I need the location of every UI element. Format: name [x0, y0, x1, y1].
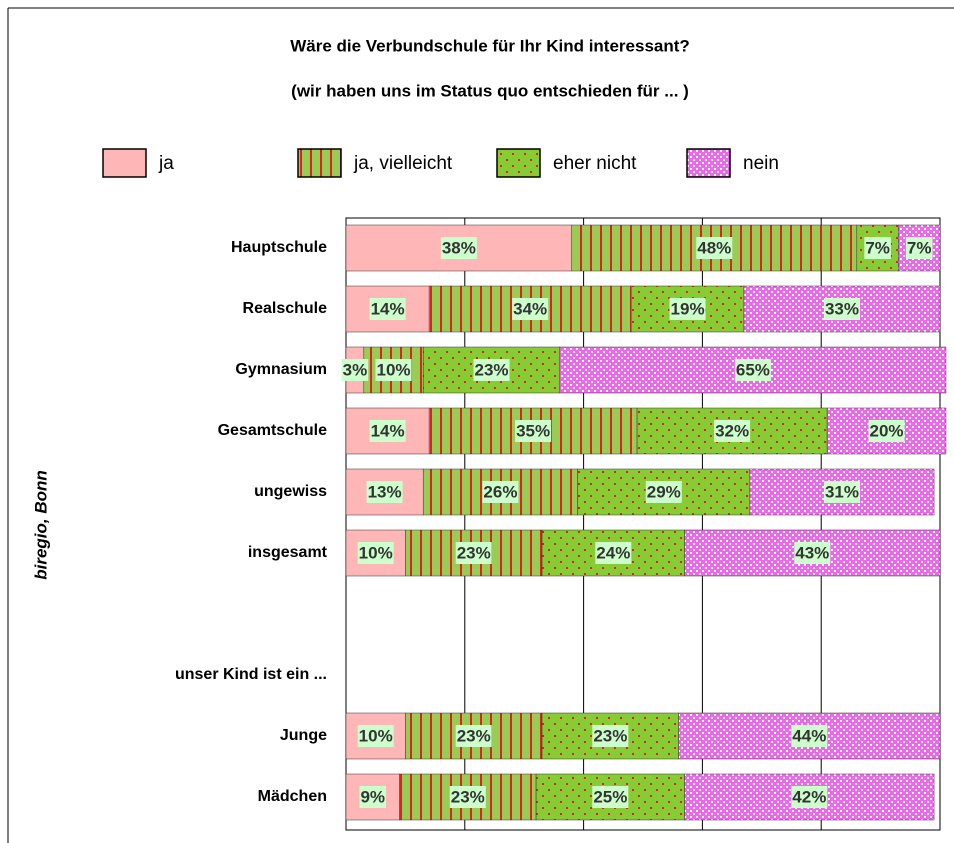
category-label: Gymnasium	[235, 361, 327, 378]
value-label: 23%	[593, 726, 627, 745]
legend-swatch	[297, 148, 342, 178]
label-bg	[359, 786, 387, 808]
label-bg	[369, 420, 406, 442]
value-label: 43%	[795, 543, 829, 562]
label-bg	[905, 237, 933, 259]
value-label: 23%	[457, 726, 491, 745]
label-bg	[791, 786, 828, 808]
value-label: 9%	[360, 787, 385, 806]
legend-swatch	[686, 148, 731, 178]
category-label: Gesamtschule	[218, 422, 327, 439]
label-bg	[696, 237, 733, 259]
label-bg	[455, 725, 492, 747]
value-label: 20%	[870, 421, 904, 440]
legend-label: eher nicht	[553, 153, 637, 174]
label-bg	[512, 298, 549, 320]
label-bg	[375, 359, 412, 381]
category-label: ungewiss	[254, 483, 327, 500]
category-label: insgesamt	[248, 544, 328, 561]
legend-label: ja	[158, 153, 174, 174]
label-bg	[473, 359, 510, 381]
value-label: 19%	[671, 299, 705, 318]
value-label: 26%	[483, 482, 517, 501]
label-bg	[794, 542, 831, 564]
label-bg	[366, 481, 403, 503]
legend-label: nein	[743, 153, 779, 174]
value-label: 10%	[359, 543, 393, 562]
value-label: 23%	[457, 543, 491, 562]
value-label: 25%	[593, 787, 627, 806]
value-label: 24%	[596, 543, 630, 562]
value-label: 14%	[371, 421, 405, 440]
label-bg	[440, 237, 477, 259]
label-bg	[515, 420, 552, 442]
legend-label: ja, vielleicht	[353, 153, 453, 174]
label-bg	[482, 481, 519, 503]
value-label: 44%	[792, 726, 826, 745]
label-bg	[868, 420, 905, 442]
category-label: Hauptschule	[231, 239, 327, 256]
label-bg	[595, 542, 632, 564]
value-label: 31%	[825, 482, 859, 501]
label-bg	[592, 786, 629, 808]
value-label: 48%	[697, 238, 731, 257]
label-bg	[645, 481, 682, 503]
value-label: 14%	[371, 299, 405, 318]
value-label: 10%	[359, 726, 393, 745]
category-label: Junge	[280, 727, 327, 744]
label-bg	[823, 298, 861, 320]
value-label: 23%	[451, 787, 485, 806]
value-label: 7%	[865, 238, 890, 257]
annotation: biregio, Bonn	[31, 470, 50, 580]
chart-title: Wäre die Verbundschule für Ihr Kind inte…	[290, 36, 690, 55]
value-label: 7%	[907, 238, 932, 257]
value-label: 33%	[825, 299, 859, 318]
label-bg	[669, 298, 706, 320]
label-bg	[357, 725, 394, 747]
value-label: 32%	[715, 421, 749, 440]
label-bg	[369, 298, 406, 320]
category-label: Mädchen	[258, 788, 327, 805]
value-label: 13%	[368, 482, 402, 501]
label-bg	[449, 786, 486, 808]
label-bg	[791, 725, 828, 747]
legend-swatch	[102, 148, 147, 178]
label-bg	[864, 237, 891, 259]
value-label: 10%	[377, 360, 411, 379]
value-label: 38%	[442, 238, 476, 257]
value-label: 3%	[343, 360, 368, 379]
value-label: 35%	[516, 421, 550, 440]
category-label: Realschule	[243, 300, 328, 317]
value-label: 42%	[792, 787, 826, 806]
label-bg	[714, 420, 751, 442]
label-bg	[455, 542, 492, 564]
label-bg	[341, 359, 369, 381]
value-label: 34%	[513, 299, 547, 318]
value-label: 23%	[475, 360, 509, 379]
legend-swatch	[496, 148, 541, 178]
chart-subtitle: (wir haben uns im Status quo entschieden…	[291, 81, 689, 100]
label-bg	[592, 725, 629, 747]
label-bg	[823, 481, 861, 503]
category-label: unser Kind ist ein ...	[175, 666, 327, 683]
value-label: 29%	[647, 482, 681, 501]
value-label: 65%	[736, 360, 770, 379]
label-bg	[734, 359, 771, 381]
label-bg	[357, 542, 394, 564]
